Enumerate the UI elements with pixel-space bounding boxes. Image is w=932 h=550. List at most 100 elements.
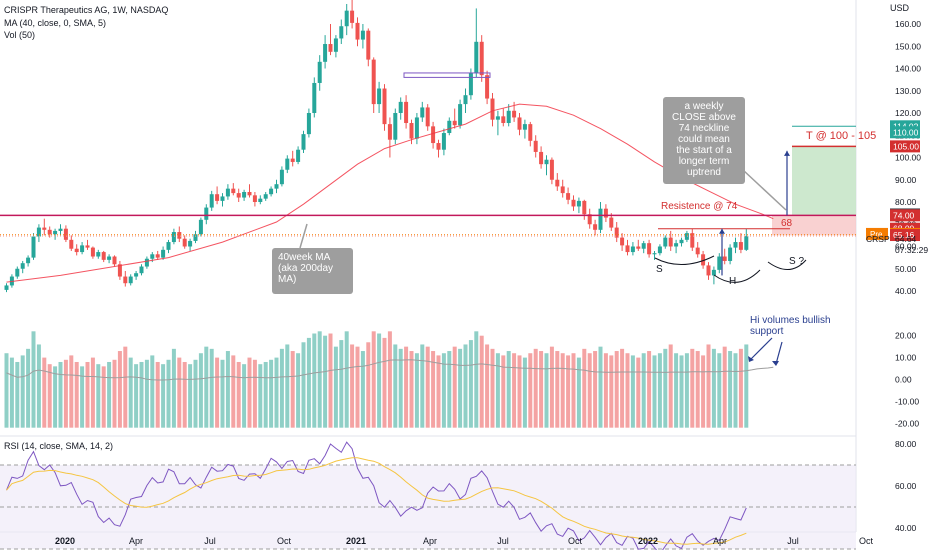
volume-bar bbox=[674, 353, 679, 428]
candle-body bbox=[733, 242, 738, 248]
candle-body bbox=[117, 264, 122, 277]
time-tick-label: Oct bbox=[859, 536, 874, 546]
volume-note: Hi volumes bullish support bbox=[750, 315, 831, 337]
candle-body bbox=[679, 239, 684, 244]
volume-bar bbox=[463, 344, 468, 428]
shoulder-right-label: S ? bbox=[789, 256, 805, 267]
candle-body bbox=[139, 266, 144, 274]
volume-bar bbox=[479, 335, 484, 428]
candle-body bbox=[344, 10, 349, 27]
candle-body bbox=[204, 207, 209, 220]
volume-bar bbox=[436, 355, 441, 428]
candle-body bbox=[312, 82, 317, 113]
candle-body bbox=[161, 249, 166, 258]
candle-body bbox=[684, 233, 689, 240]
candle-body bbox=[495, 116, 500, 120]
price-tag-label: 74.00 bbox=[893, 210, 915, 220]
overlays bbox=[0, 72, 856, 366]
volume-bar bbox=[420, 344, 425, 428]
candle-body bbox=[290, 158, 295, 162]
price-axis: USD 160.00 150.00 140.00 130.00 120.00 110.00 1… bbox=[857, 0, 932, 533]
volume-bar bbox=[74, 361, 79, 428]
volume-bar bbox=[101, 366, 106, 428]
candle-body bbox=[150, 254, 155, 259]
time-tick-label: Jul bbox=[787, 536, 799, 546]
time-tick-label: 2022 bbox=[638, 536, 658, 546]
volume-bar bbox=[701, 355, 706, 428]
candle-body bbox=[652, 253, 657, 255]
rsi-ma-line bbox=[6, 457, 747, 545]
candle-body bbox=[647, 243, 652, 255]
candle-body bbox=[31, 236, 36, 258]
time-tick-label: Oct bbox=[568, 536, 583, 546]
volume-bar bbox=[231, 355, 236, 428]
candle-body bbox=[53, 230, 58, 235]
candle-body bbox=[198, 219, 203, 235]
volume-bar bbox=[285, 344, 290, 428]
target-projection-arrow-head bbox=[784, 150, 790, 156]
target-zone bbox=[772, 125, 856, 236]
volume-bar bbox=[371, 331, 376, 428]
volume-bar bbox=[252, 359, 257, 428]
volume-bar bbox=[236, 361, 241, 428]
candle-body bbox=[722, 256, 727, 261]
candle-body bbox=[269, 188, 274, 195]
candle-body bbox=[587, 214, 592, 225]
time-tick-label: Oct bbox=[277, 536, 292, 546]
volume-bar bbox=[47, 364, 52, 428]
candle-body bbox=[657, 246, 662, 254]
volume-bar bbox=[404, 346, 409, 428]
volume-pointer-arrow-1 bbox=[749, 337, 773, 361]
currency-label: USD bbox=[890, 3, 910, 13]
time-axis: 2020 Apr Jul Oct 2021 Apr Jul Oct 2022 Apr Jul Oct bbox=[55, 536, 874, 546]
candle-body bbox=[220, 196, 225, 201]
volume-bar bbox=[296, 353, 301, 428]
volume-bar bbox=[528, 353, 533, 428]
candle-body bbox=[155, 254, 160, 258]
volume-bar bbox=[447, 351, 452, 428]
volume-bar bbox=[220, 359, 225, 428]
time-tick-label: 2020 bbox=[55, 536, 75, 546]
volume-bar bbox=[204, 346, 209, 428]
candle-body bbox=[738, 242, 743, 250]
candle-body bbox=[663, 237, 668, 247]
candle-body bbox=[641, 243, 646, 249]
volume-bar bbox=[301, 342, 306, 428]
candle-body bbox=[69, 239, 74, 249]
price-tag-bg bbox=[890, 229, 920, 242]
volume-bar bbox=[188, 364, 193, 428]
volume-bar bbox=[182, 361, 187, 428]
volume-bar bbox=[26, 348, 31, 428]
price-tick-label: 100.00 bbox=[895, 153, 921, 163]
volume-bar bbox=[112, 359, 117, 428]
candle-body bbox=[80, 245, 85, 253]
weekly-callout-pointer bbox=[742, 169, 787, 211]
candle-body bbox=[625, 245, 630, 253]
volume-bar bbox=[53, 366, 58, 428]
volume-bar bbox=[593, 351, 598, 428]
candle-body bbox=[668, 237, 673, 247]
candle-body bbox=[517, 117, 522, 130]
price-tag: 105.00 bbox=[890, 140, 920, 153]
price-tick-label: 160.00 bbox=[895, 19, 921, 29]
candle-body bbox=[447, 120, 452, 134]
candle-body bbox=[63, 228, 68, 240]
volume-bar bbox=[382, 337, 387, 428]
candle-body bbox=[377, 88, 382, 105]
volume-bar bbox=[36, 344, 41, 428]
rsi-tick-label: 80.00 bbox=[895, 439, 917, 449]
price-tick-label: 90.00 bbox=[895, 175, 917, 185]
volume-bar bbox=[155, 361, 160, 428]
volume-bar bbox=[506, 351, 511, 428]
volume-bar bbox=[539, 351, 544, 428]
volume-bar bbox=[571, 353, 576, 428]
head-height-arrow-head bbox=[719, 228, 725, 234]
volume-tick-label: -10.00 bbox=[895, 396, 919, 406]
shoulder-left-arc bbox=[654, 255, 715, 265]
volume-bar bbox=[360, 351, 365, 428]
candle-body bbox=[490, 98, 495, 120]
volume-bar bbox=[274, 357, 279, 428]
candle-body bbox=[355, 22, 360, 40]
price-tag-prefix: Pre bbox=[870, 230, 883, 239]
